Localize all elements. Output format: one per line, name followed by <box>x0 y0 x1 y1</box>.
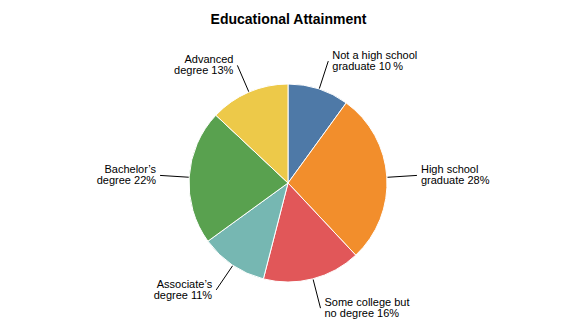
svg-text:Advanceddegree 13%: Advanceddegree 13% <box>174 53 234 76</box>
svg-text:Bachelor’sdegree 22%: Bachelor’sdegree 22% <box>97 163 157 186</box>
svg-text:Some college butno degree 16%: Some college butno degree 16% <box>325 296 410 319</box>
svg-text:Not a high schoolgraduate 10 %: Not a high schoolgraduate 10 % <box>332 49 417 72</box>
svg-text:Associate’sdegree 11%: Associate’sdegree 11% <box>154 278 213 301</box>
svg-text:High schoolgraduate 28%: High schoolgraduate 28% <box>421 163 490 186</box>
svg-text:Educational Attainment: Educational Attainment <box>211 11 367 27</box>
